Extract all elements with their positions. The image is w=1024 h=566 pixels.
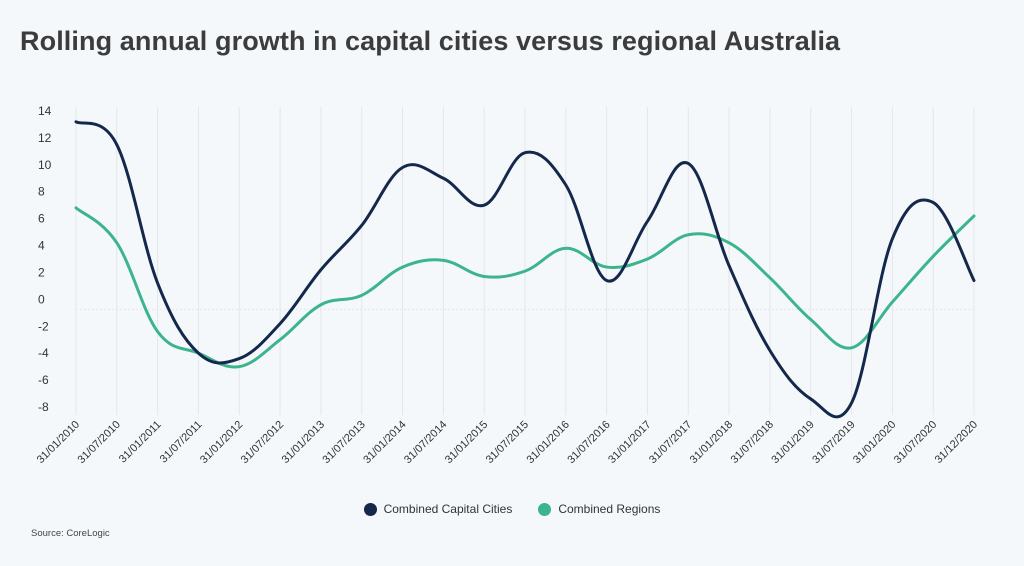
x-tick-label: 31/07/2013 <box>320 419 367 466</box>
y-tick-label: 2 <box>38 265 45 279</box>
y-tick-label: 6 <box>38 212 45 226</box>
chart-title: Rolling annual growth in capital cities … <box>20 26 841 56</box>
legend-swatch-regions <box>538 502 552 516</box>
x-tick-label: 31/01/2010 <box>35 419 82 466</box>
x-tick-label: 31/07/2020 <box>892 419 939 466</box>
series-line-capital-cities <box>74 120 976 419</box>
x-tick-label: 31/12/2020 <box>933 419 980 466</box>
x-tick-label: 31/01/2015 <box>443 419 490 466</box>
y-tick-label: -4 <box>38 346 49 360</box>
x-tick-label: 31/07/2016 <box>565 419 612 466</box>
x-tick-label: 31/07/2015 <box>484 419 531 466</box>
x-tick-label: 31/01/2011 <box>117 419 164 466</box>
y-tick-label: 8 <box>38 185 45 199</box>
y-tick-label: 10 <box>38 158 52 172</box>
y-tick-label: -6 <box>38 373 49 387</box>
legend-label-regions: Combined Regions <box>558 502 661 516</box>
legend: Combined Capital Cities Combined Regions <box>0 502 1024 516</box>
x-tick-label: 31/07/2017 <box>647 419 694 466</box>
x-axis: 31/01/201031/07/201031/01/201131/07/2011… <box>35 419 980 466</box>
y-tick-label: -8 <box>38 400 49 414</box>
legend-label-capital: Combined Capital Cities <box>383 502 513 516</box>
x-tick-label: 31/07/2018 <box>729 419 776 466</box>
x-tick-label: 31/01/2020 <box>851 419 898 466</box>
x-tick-label: 31/01/2018 <box>688 419 735 466</box>
x-tick-label: 31/07/2010 <box>76 419 123 466</box>
y-tick-label: 0 <box>38 292 45 306</box>
legend-item-regions[interactable]: Combined Regions <box>538 502 660 516</box>
y-tick-label: 14 <box>38 104 52 118</box>
y-tick-label: 12 <box>38 131 52 145</box>
x-tick-label: 31/01/2016 <box>525 419 572 466</box>
x-tick-label: 31/01/2019 <box>769 419 816 466</box>
source-note: Source: CoreLogic <box>31 528 110 539</box>
series-lines <box>74 120 976 419</box>
y-tick-label: 4 <box>38 239 45 253</box>
x-tick-label: 31/01/2017 <box>606 419 653 466</box>
x-tick-label: 31/01/2012 <box>198 419 245 466</box>
x-tick-label: 31/01/2013 <box>280 419 327 466</box>
legend-item-capital[interactable]: Combined Capital Cities <box>363 502 513 516</box>
legend-swatch-capital <box>363 502 377 516</box>
x-tick-label: 31/07/2019 <box>810 419 857 466</box>
y-axis: 14 12 10 8 6 4 2 0 -2 -4 -6 -8 <box>38 104 52 414</box>
x-tick-label: 31/07/2012 <box>239 419 286 466</box>
y-tick-label: -2 <box>38 319 49 333</box>
x-tick-label: 31/01/2014 <box>361 419 408 466</box>
line-chart: 14 12 10 8 6 4 2 0 -2 -4 -6 -8 31/01/201031/07/2010… <box>35 104 980 466</box>
x-tick-label: 31/07/2014 <box>402 419 449 466</box>
